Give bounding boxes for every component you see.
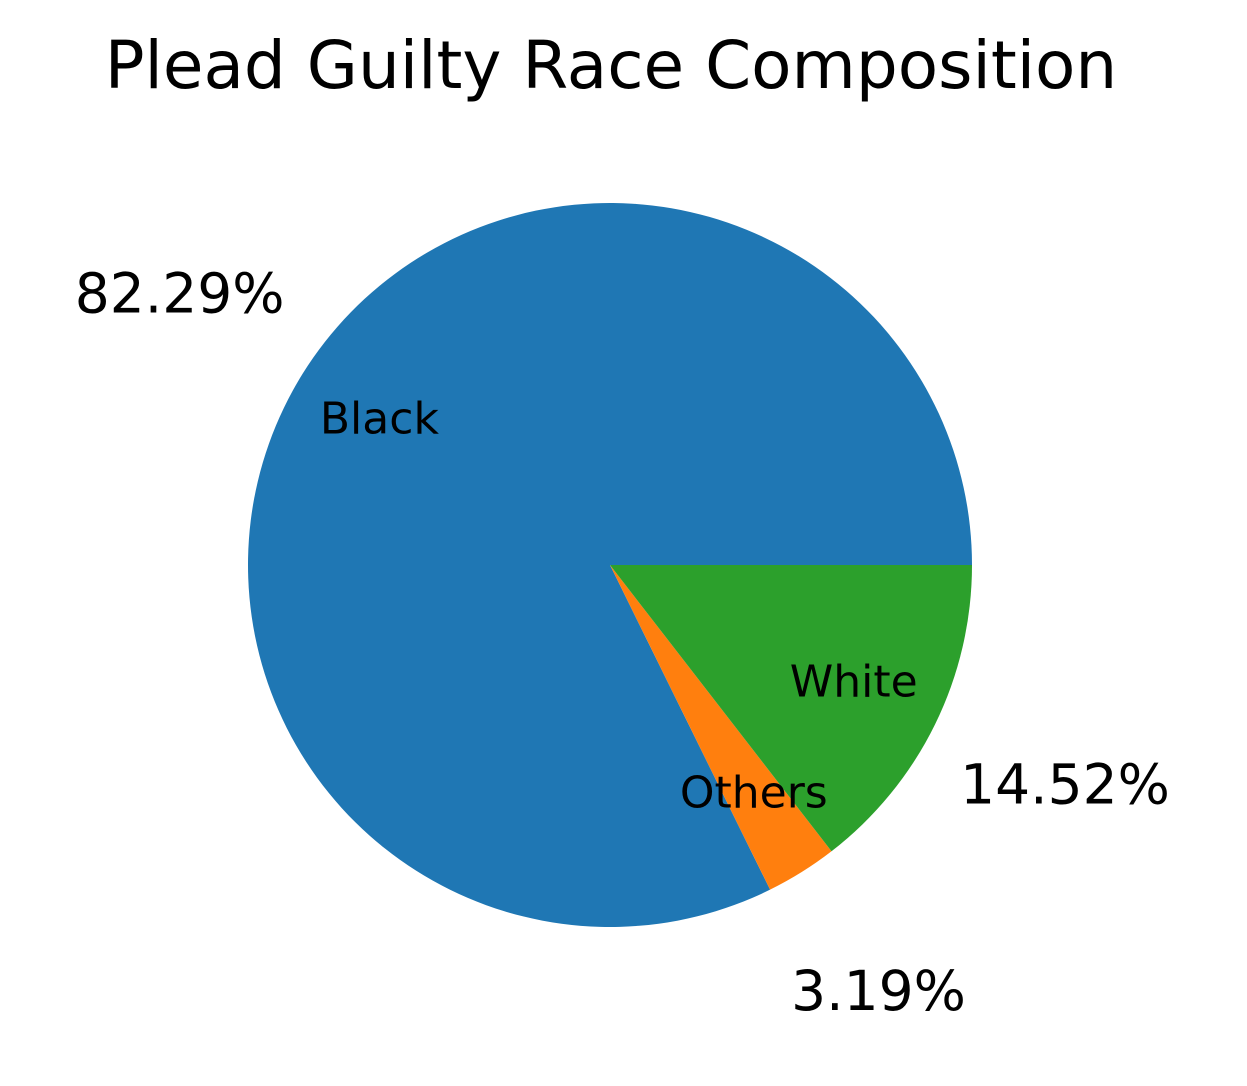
slice-label-white: White (790, 657, 918, 708)
pct-label-others: 3.19% (791, 959, 966, 1023)
pie-labels: Black 82.29% Others 3.19% White 14.52% (75, 262, 1170, 1024)
slice-label-black: Black (320, 394, 440, 445)
pie-slice-white (610, 565, 972, 852)
pie-slices (248, 202, 972, 927)
slice-label-others: Others (680, 767, 828, 818)
pie-slice-others (610, 565, 832, 890)
chart-title: Plead Guilty Race Composition (105, 27, 1118, 104)
pie-slice-black (248, 202, 972, 927)
pct-label-black: 82.29% (75, 262, 285, 326)
pct-label-white: 14.52% (960, 752, 1170, 816)
